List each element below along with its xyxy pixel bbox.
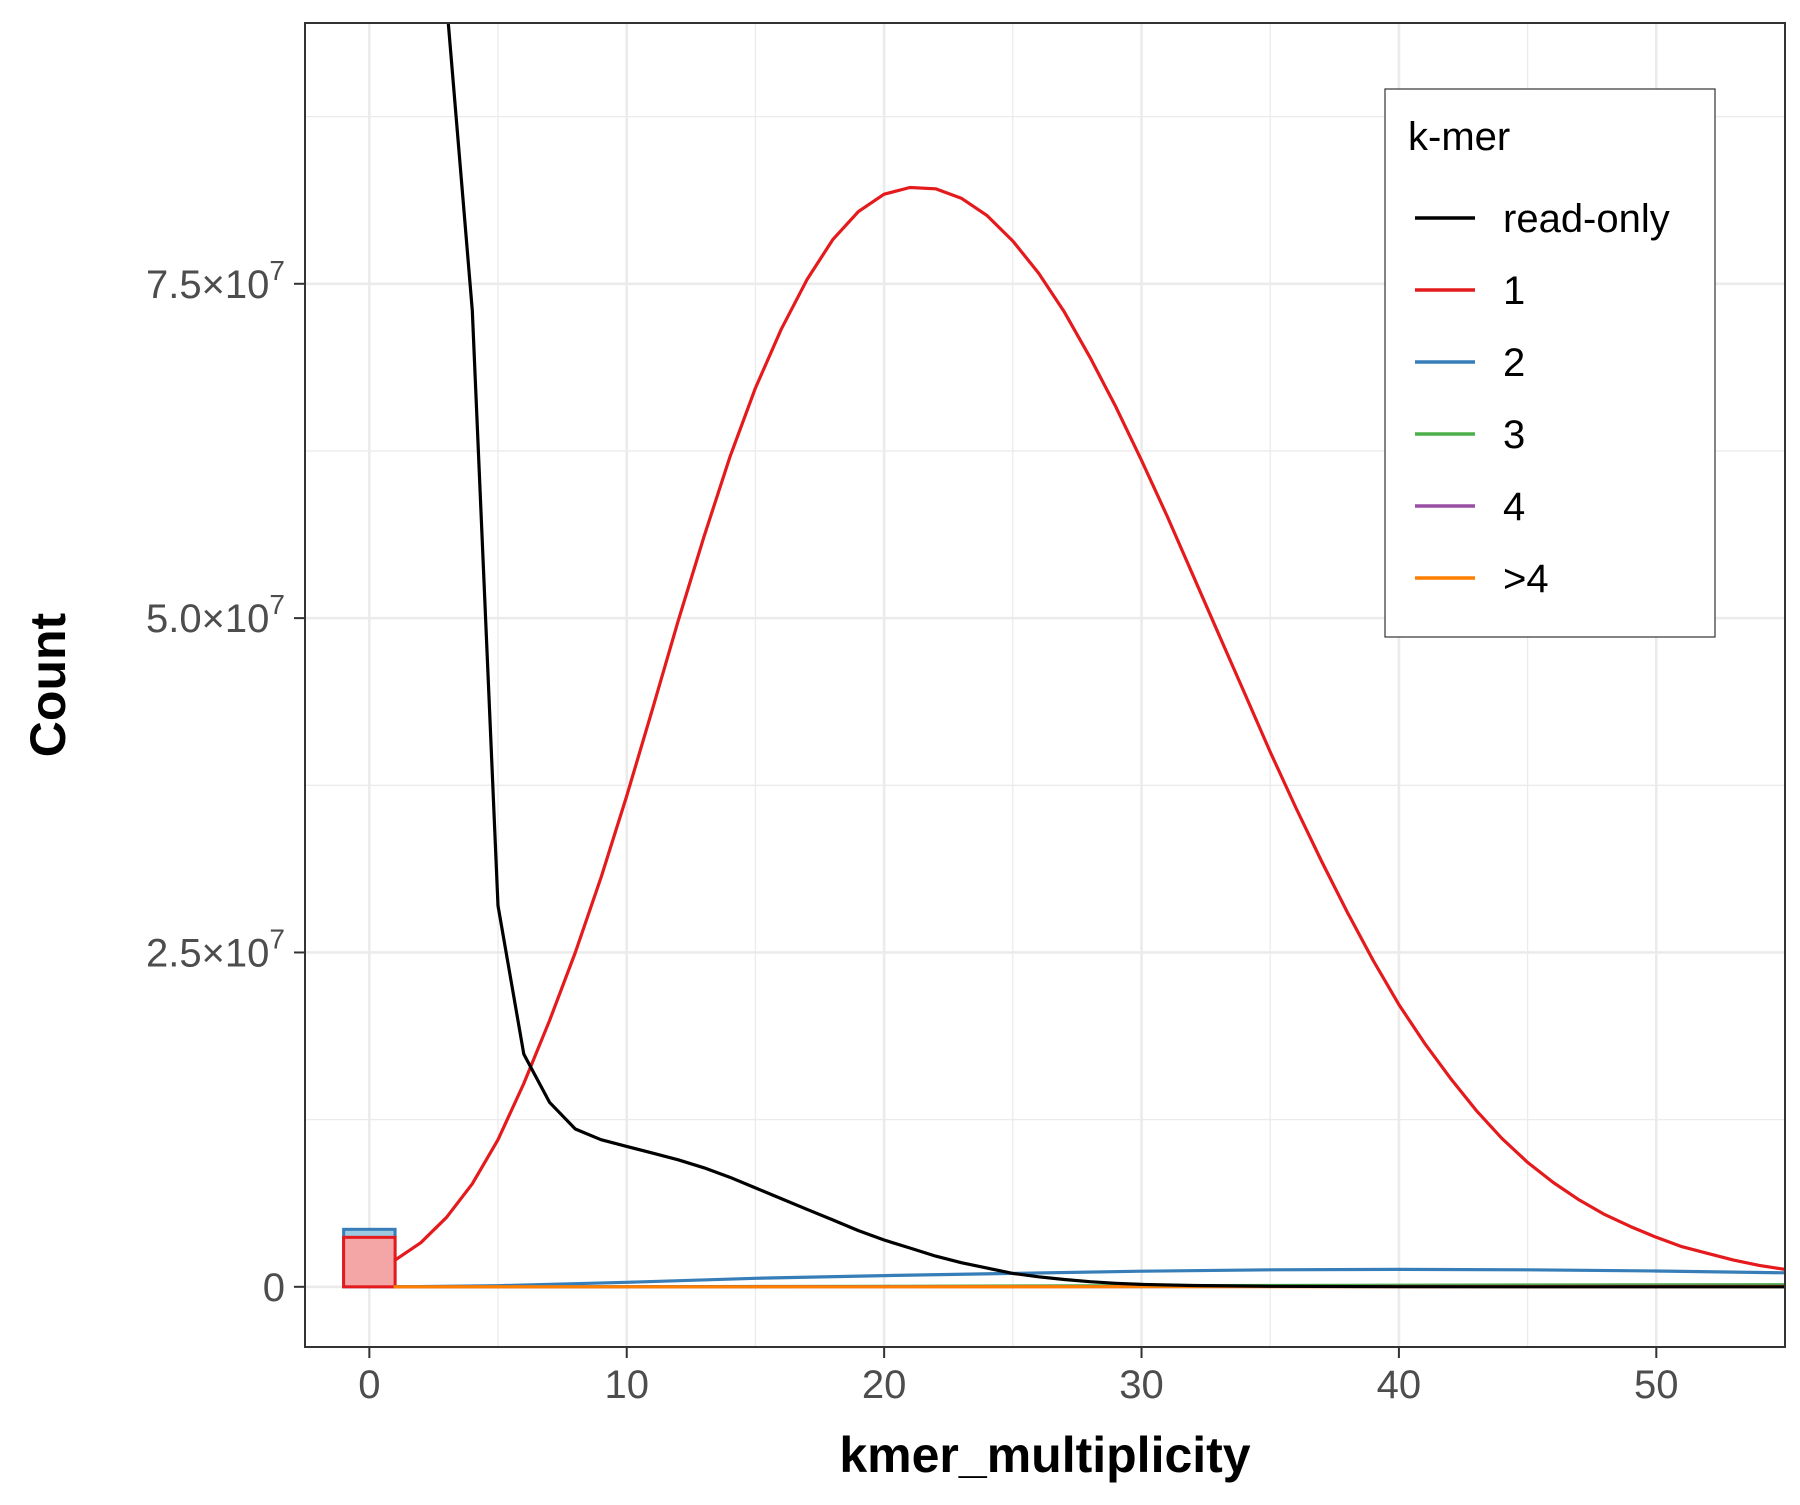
legend-label-read-only: read-only [1503,197,1670,241]
x-tick-label: 0 [358,1363,380,1407]
legend-label-2: 2 [1503,341,1525,385]
bar-series-1 [344,1237,395,1286]
x-tick-label: 30 [1119,1363,1164,1407]
bar-layer [344,1229,395,1287]
x-tick-label: 10 [604,1363,649,1407]
y-tick-label: 7.5×107 [146,255,285,307]
legend-label-4: 4 [1503,485,1525,529]
legend-label-3: 3 [1503,413,1525,457]
x-axis-title: kmer_multiplicity [839,1427,1250,1483]
y-tick-label: 2.5×107 [146,923,285,975]
x-tick-label: 50 [1634,1363,1679,1407]
y-tick-label: 5.0×107 [146,589,285,641]
legend-label-gt4: >4 [1503,557,1549,601]
x-tick-label: 20 [862,1363,907,1407]
y-axis-title: Count [20,612,76,757]
legend-label-1: 1 [1503,269,1525,313]
x-tick-label: 40 [1377,1363,1422,1407]
legend: k-mer read-only 1 2 3 4 >4 [1385,89,1715,637]
legend-title: k-mer [1408,115,1510,159]
y-tick-label: 0 [263,1266,285,1310]
